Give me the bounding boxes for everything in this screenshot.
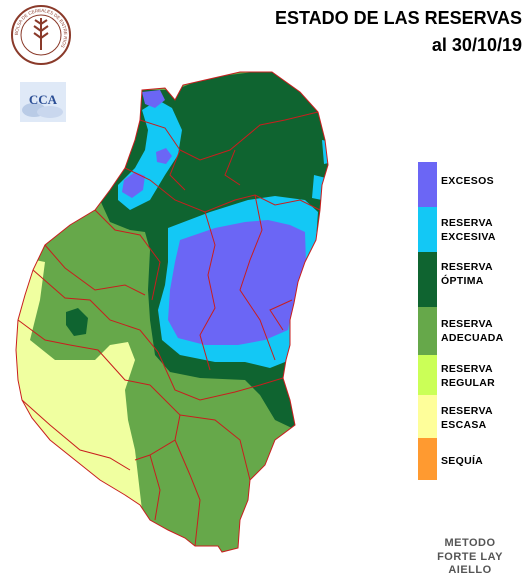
legend-swatch bbox=[418, 162, 437, 207]
bolsa-cereales-seal-logo: BOLSA DE CEREALES DE ENTRE RIOS bbox=[11, 5, 71, 65]
legend-label: RESERVA ADECUADA bbox=[441, 318, 504, 344]
legend-swatch bbox=[418, 252, 437, 307]
department-boundaries bbox=[17, 111, 321, 547]
legend-label: RESERVA ESCASA bbox=[441, 405, 493, 431]
zone-excesos-north-1 bbox=[142, 90, 165, 108]
legend-label: EXCESOS bbox=[441, 175, 494, 187]
map-title: ESTADO DE LAS RESERVAS bbox=[274, 8, 522, 28]
method-line-3: AIELLO bbox=[448, 564, 492, 576]
method-note: METODO FORTE LAY AIELLO bbox=[415, 537, 525, 578]
legend-label: RESERVA ÓPTIMA bbox=[441, 261, 493, 287]
zone-excesos-north-3 bbox=[156, 148, 172, 164]
legend-swatch bbox=[418, 395, 437, 438]
legend-swatch bbox=[418, 438, 437, 480]
legend-label: RESERVA REGULAR bbox=[441, 363, 496, 389]
legend-swatch bbox=[418, 355, 437, 395]
zone-reserva-optima-patch bbox=[66, 308, 88, 336]
legend-item-sequia: SEQUÍA bbox=[418, 438, 528, 480]
method-line-1: METODO bbox=[444, 537, 496, 549]
map-date: al 30/10/19 bbox=[431, 35, 522, 55]
legend-item-reserva-excesiva: RESERVA EXCESIVA bbox=[418, 207, 528, 252]
zone-excesos-north-2 bbox=[122, 172, 145, 198]
legend-item-reserva-regular: RESERVA REGULAR bbox=[418, 355, 528, 395]
method-line-2: FORTE LAY bbox=[437, 550, 503, 563]
cca-logo-text: CCA bbox=[29, 92, 58, 107]
cca-logo: CCA bbox=[20, 82, 66, 122]
legend-item-reserva-escasa: RESERVA ESCASA bbox=[418, 395, 528, 438]
zone-excesos bbox=[168, 220, 306, 345]
soil-water-reserve-map bbox=[15, 71, 329, 553]
legend-label: RESERVA EXCESIVA bbox=[441, 217, 496, 243]
legend-swatch bbox=[418, 307, 437, 355]
legend-label: SEQUÍA bbox=[441, 455, 484, 467]
legend-item-reserva-adecuada: RESERVA ADECUADA bbox=[418, 307, 528, 355]
legend-item-excesos: EXCESOS bbox=[418, 162, 528, 207]
legend-swatch bbox=[418, 207, 437, 252]
legend-item-reserva-optima: RESERVA ÓPTIMA bbox=[418, 252, 528, 307]
province-outline bbox=[15, 71, 329, 553]
map-title-block: ESTADO DE LAS RESERVAS al 30/10/19 bbox=[275, 5, 522, 59]
